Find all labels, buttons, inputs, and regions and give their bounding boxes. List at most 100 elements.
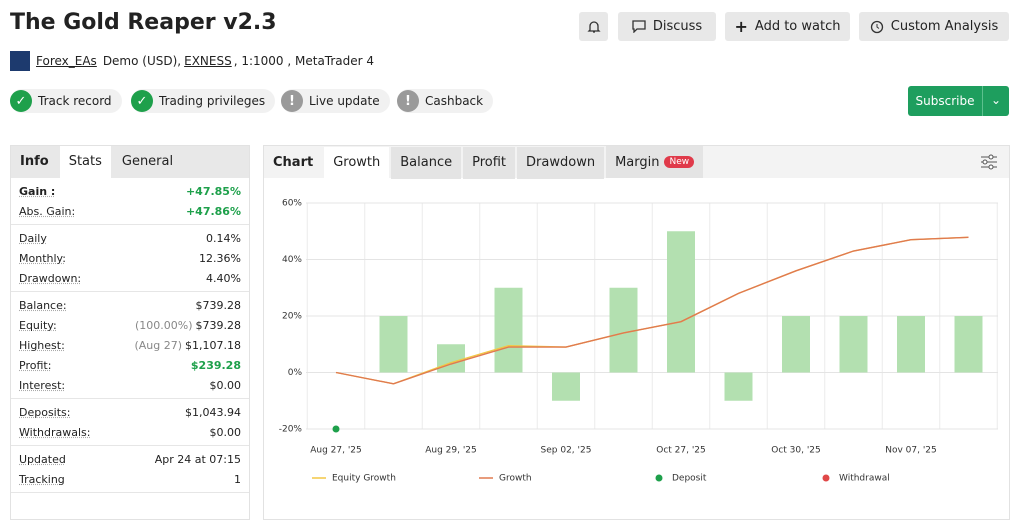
check-icon: ✓	[131, 90, 153, 112]
bar	[667, 231, 695, 373]
stats-tab[interactable]: General	[112, 146, 183, 178]
stats-body: Gain : +47.85% Abs. Gain: +47.86% Daily 0.14%…	[11, 178, 249, 493]
avatar	[10, 51, 30, 71]
bar	[839, 316, 868, 373]
chart-tabs-label: Chart	[273, 155, 314, 170]
stats-label: Daily	[19, 231, 47, 245]
x-tick-label: Sep 02, '25	[541, 446, 592, 456]
account-line: Forex_EAs Demo (USD), EXNESS, 1:1000 , Met…	[10, 51, 374, 71]
broker-link[interactable]: EXNESS	[184, 54, 232, 68]
stats-number: $739.28	[195, 298, 242, 312]
stats-value: (Aug 27) $1,107.18	[134, 339, 241, 352]
stats-value: Apr 24 at 07:15	[155, 453, 241, 466]
stats-tab[interactable]: Stats	[59, 146, 111, 178]
stats-number: $0.00	[209, 378, 242, 392]
line	[335, 236, 969, 385]
stats-number: Apr 24 at 07:15	[154, 452, 241, 466]
stats-number: +47.85%	[185, 184, 241, 198]
bar	[724, 372, 753, 401]
x-tick-label: Oct 30, '25	[771, 446, 821, 456]
stats-row: Monthly: 12.36%	[11, 248, 249, 268]
new-badge: New	[664, 156, 695, 168]
stats-row: Tracking 1	[11, 469, 249, 489]
stats-number: 0.14%	[206, 231, 241, 245]
stats-group: Gain : +47.85% Abs. Gain: +47.86%	[11, 178, 249, 225]
bar	[782, 316, 810, 373]
watch-button[interactable]: + Add to watch	[725, 12, 850, 41]
user-link[interactable]: Forex_EAs	[36, 54, 97, 68]
stats-number: 4.40%	[206, 271, 241, 285]
stats-number: $239.28	[190, 358, 241, 372]
stats-row: Abs. Gain: +47.86%	[11, 201, 249, 221]
badge: ✓ Trading privileges	[131, 89, 276, 113]
stats-value: $0.00	[210, 379, 242, 392]
legend-label: Withdrawal	[839, 474, 890, 484]
bar	[552, 372, 580, 401]
stats-number: +47.86%	[185, 204, 241, 218]
x-tick-label: Oct 27, '25	[656, 446, 706, 456]
chart-tab-label: Balance	[400, 155, 453, 170]
subscribe-label: Subscribe	[915, 94, 975, 108]
stats-label: Drawdown:	[19, 271, 82, 285]
stats-number: $739.28	[195, 318, 242, 332]
badge-label: Cashback	[425, 94, 484, 108]
stats-number: 1	[234, 472, 241, 486]
x-tick-label: Nov 07, '25	[885, 446, 937, 456]
stats-tab[interactable]: Info	[11, 146, 58, 178]
stats-label: Updated	[19, 452, 66, 466]
button-label: Add to watch	[754, 19, 841, 34]
bell-button[interactable]	[579, 12, 608, 41]
chart-tab[interactable]: Profit	[463, 147, 516, 179]
stats-label: Balance:	[19, 298, 67, 312]
legend-swatch	[655, 474, 663, 482]
chart-tab[interactable]: Growth	[324, 147, 390, 179]
chart-tab[interactable]: Balance	[391, 147, 462, 179]
bar	[494, 287, 523, 373]
bar	[897, 316, 925, 373]
stats-group: Daily 0.14% Monthly: 12.36% Drawdown: 4.40%	[11, 225, 249, 292]
discuss-button[interactable]: Discuss	[618, 12, 716, 41]
legend-label: Growth	[499, 474, 532, 484]
y-tick-label: 40%	[282, 255, 302, 265]
badge: ! Live update	[281, 89, 390, 113]
stats-label: Interest:	[19, 378, 66, 392]
stats-panel: Info Stats General Gain : +47.85% Abs. Gain: +…	[10, 145, 250, 520]
badge-label: Track record	[38, 94, 112, 108]
stats-value: 1	[234, 473, 241, 486]
button-label: Discuss	[652, 19, 703, 34]
stats-row: Balance: $739.28	[11, 295, 249, 315]
stats-label: Tracking	[19, 472, 65, 486]
x-tick-label: Aug 27, '25	[310, 446, 362, 456]
y-tick-label: 60%	[282, 199, 302, 209]
chart-tab-label: Drawdown	[526, 155, 596, 170]
badge: ! Cashback	[397, 89, 494, 113]
stats-number: $0.00	[209, 425, 242, 439]
bar	[954, 316, 983, 373]
stats-value: $739.28	[196, 299, 242, 312]
subscribe-button[interactable]: Subscribe ⌄	[908, 86, 1009, 116]
chart-tab-label: Margin	[615, 155, 660, 170]
y-tick-label: 20%	[282, 312, 302, 322]
analysis-button[interactable]: Custom Analysis	[859, 12, 1009, 41]
stats-row: Equity: (100.00%) $739.28	[11, 315, 249, 335]
bar	[379, 316, 408, 373]
stats-row: Gain : +47.85%	[11, 181, 249, 201]
info-icon: !	[281, 90, 303, 112]
stats-value: $239.28	[191, 359, 241, 372]
account-details: , 1:1000 , MetaTrader 4	[233, 54, 375, 68]
stats-group: Deposits: $1,043.94 Withdrawals: $0.00	[11, 399, 249, 446]
stats-label: Profit:	[19, 358, 52, 372]
stats-number: $1,043.94	[185, 405, 241, 419]
stats-label: Abs. Gain:	[19, 204, 76, 218]
chart-tab[interactable]: Margin New	[606, 146, 704, 178]
chart-tab[interactable]: Drawdown	[517, 147, 605, 179]
stats-value: 12.36%	[199, 252, 241, 265]
settings-icon[interactable]	[979, 153, 999, 171]
stats-value: 0.14%	[206, 232, 241, 245]
button-label: Custom Analysis	[890, 19, 999, 34]
stats-note: (100.00%)	[134, 318, 193, 332]
chart: -20% 0% 20% 40% 60% Aug 27, '25 Aug 29, '25 Sep…	[279, 199, 998, 484]
y-tick-label: -20%	[279, 425, 303, 435]
stats-value: $0.00	[210, 426, 242, 439]
legend-swatch	[822, 474, 830, 482]
